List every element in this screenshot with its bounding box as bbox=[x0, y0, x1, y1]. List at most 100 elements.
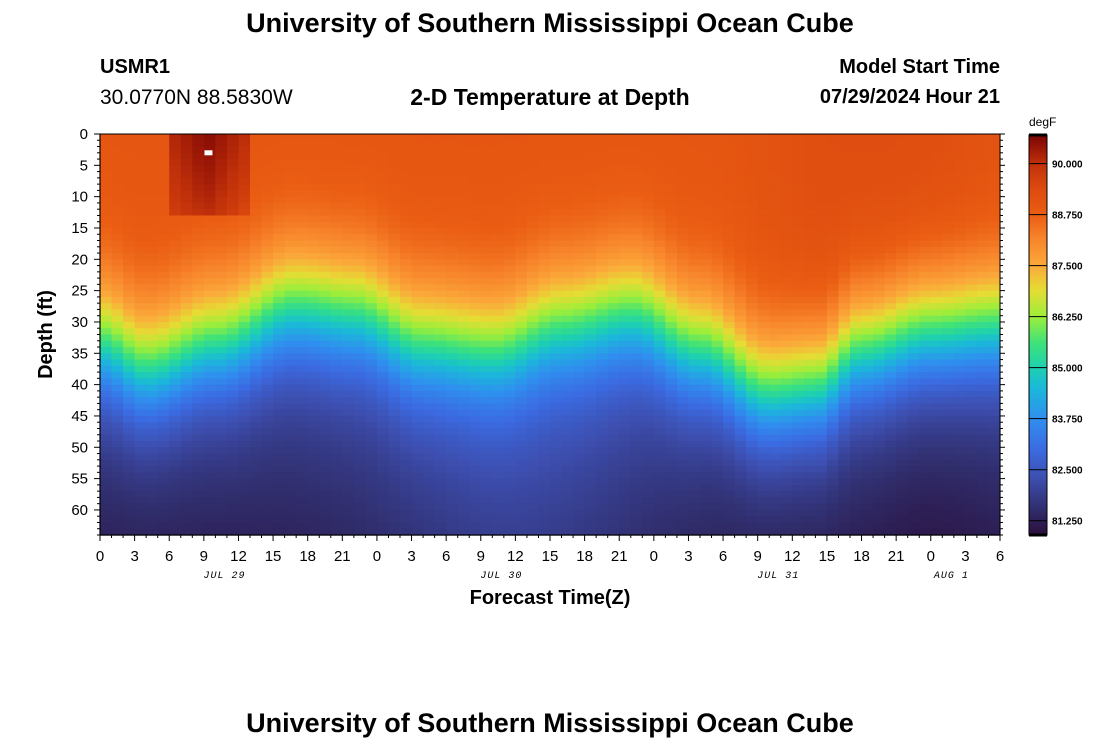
heatmap-cell bbox=[976, 240, 990, 248]
heatmap-cell bbox=[526, 159, 540, 166]
heatmap-cell bbox=[526, 259, 540, 267]
heatmap-cell bbox=[111, 152, 124, 160]
heatmap-cell bbox=[630, 428, 643, 436]
heatmap-cell bbox=[226, 378, 240, 386]
heatmap-cell bbox=[226, 472, 240, 480]
heatmap-cell bbox=[388, 159, 401, 166]
heatmap-cell bbox=[423, 171, 436, 179]
heatmap-cell bbox=[757, 441, 770, 448]
heatmap-cell bbox=[526, 359, 540, 367]
heatmap-cell bbox=[469, 441, 482, 448]
heatmap-cell bbox=[296, 353, 309, 361]
heatmap-cell bbox=[861, 434, 874, 442]
heatmap-cell bbox=[284, 409, 297, 417]
heatmap-cell bbox=[423, 196, 436, 204]
heatmap-cell bbox=[469, 434, 482, 442]
heatmap-cell bbox=[400, 240, 413, 248]
heatmap-cell bbox=[803, 246, 816, 254]
heatmap-cell bbox=[630, 171, 643, 179]
heatmap-cell bbox=[215, 227, 228, 235]
heatmap-cell bbox=[665, 309, 678, 317]
heatmap-cell bbox=[157, 134, 170, 141]
heatmap-cell bbox=[665, 284, 678, 292]
heatmap-cell bbox=[976, 259, 990, 267]
heatmap-cell bbox=[250, 403, 263, 411]
heatmap-cell bbox=[238, 321, 251, 329]
heatmap-cell bbox=[238, 528, 251, 536]
heatmap-cell bbox=[273, 372, 286, 379]
heatmap-cell bbox=[723, 196, 736, 204]
heatmap-cell bbox=[400, 140, 413, 148]
heatmap-cell bbox=[146, 259, 159, 267]
heatmap-cell bbox=[538, 378, 551, 386]
heatmap-cell bbox=[123, 516, 136, 524]
heatmap-cell bbox=[723, 309, 736, 317]
heatmap-cell bbox=[215, 284, 228, 292]
heatmap-cell bbox=[307, 184, 320, 191]
heatmap-cell bbox=[746, 246, 759, 254]
heatmap-cell bbox=[780, 259, 793, 267]
heatmap-cell bbox=[146, 491, 159, 499]
heatmap-cell bbox=[965, 202, 978, 210]
heatmap-cell bbox=[584, 159, 597, 166]
heatmap-cell bbox=[584, 509, 597, 517]
heatmap-cell bbox=[700, 165, 713, 173]
heatmap-cell bbox=[896, 146, 909, 154]
heatmap-cell bbox=[134, 315, 147, 323]
heatmap-cell bbox=[330, 384, 343, 392]
heatmap-cell bbox=[896, 240, 909, 248]
heatmap-cell bbox=[688, 397, 701, 405]
heatmap-cell bbox=[365, 152, 378, 160]
heatmap-cell bbox=[492, 434, 505, 442]
heatmap-cell bbox=[976, 397, 990, 405]
heatmap-cell bbox=[180, 478, 193, 486]
heatmap-cell bbox=[850, 240, 863, 248]
heatmap-cell bbox=[850, 259, 863, 267]
heatmap-cell bbox=[953, 409, 966, 417]
heatmap-cell bbox=[169, 422, 182, 430]
heatmap-cell bbox=[584, 196, 597, 204]
heatmap-cell bbox=[746, 171, 759, 179]
heatmap-cell bbox=[769, 265, 782, 273]
heatmap-cell bbox=[700, 359, 713, 367]
heatmap-cell bbox=[988, 271, 1001, 279]
heatmap-cell bbox=[492, 509, 505, 517]
heatmap-cell bbox=[330, 134, 343, 141]
heatmap-cell bbox=[930, 296, 943, 304]
heatmap-cell bbox=[573, 347, 586, 354]
heatmap-cell bbox=[976, 447, 990, 455]
heatmap-cell bbox=[180, 409, 193, 417]
heatmap-cell bbox=[307, 315, 320, 323]
heatmap-cell bbox=[769, 165, 782, 173]
heatmap-cell bbox=[746, 415, 759, 423]
heatmap-cell bbox=[930, 528, 943, 536]
heatmap-cell bbox=[146, 190, 159, 198]
heatmap-cell bbox=[503, 271, 516, 279]
heatmap-cell bbox=[630, 415, 643, 423]
heatmap-cell bbox=[365, 334, 378, 342]
heatmap-cell bbox=[400, 484, 413, 492]
heatmap-cell bbox=[376, 441, 390, 448]
heatmap-cell bbox=[388, 215, 401, 223]
heatmap-cell bbox=[365, 221, 378, 229]
heatmap-cell bbox=[353, 315, 366, 323]
heatmap-cell bbox=[884, 528, 897, 536]
heatmap-cell bbox=[376, 196, 390, 204]
heatmap-cell bbox=[284, 265, 297, 273]
heatmap-cell bbox=[665, 466, 678, 473]
heatmap-cell bbox=[342, 372, 355, 379]
heatmap-cell bbox=[723, 453, 736, 461]
heatmap-cell bbox=[515, 209, 528, 217]
heatmap-cell bbox=[746, 409, 759, 417]
heatmap-cell bbox=[446, 296, 459, 304]
heatmap-cell bbox=[919, 497, 932, 505]
heatmap-cell bbox=[919, 372, 932, 379]
heatmap-cell bbox=[261, 328, 274, 336]
heatmap-cell bbox=[573, 528, 586, 536]
heatmap-cell bbox=[226, 484, 240, 492]
heatmap-cell bbox=[469, 528, 482, 536]
heatmap-cell bbox=[307, 509, 320, 517]
heatmap-cell bbox=[723, 159, 736, 166]
heatmap-cell bbox=[515, 140, 528, 148]
heatmap-cell bbox=[400, 234, 413, 242]
